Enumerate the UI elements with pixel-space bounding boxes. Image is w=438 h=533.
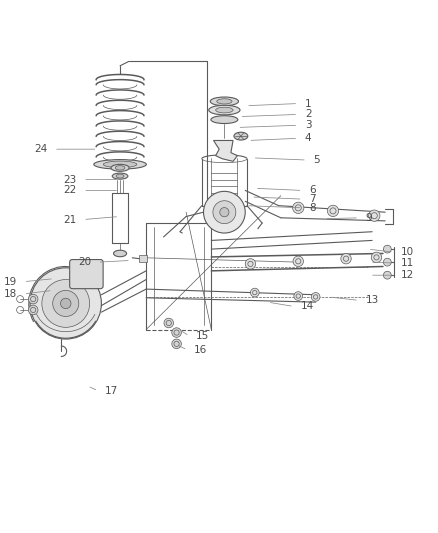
Circle shape (53, 290, 79, 317)
Text: 12: 12 (400, 270, 413, 280)
Circle shape (293, 256, 304, 266)
Ellipse shape (112, 173, 128, 179)
Text: 13: 13 (366, 295, 379, 305)
Ellipse shape (215, 107, 233, 113)
Circle shape (294, 292, 303, 301)
Text: 18: 18 (4, 289, 17, 299)
Circle shape (28, 305, 38, 314)
Text: 1: 1 (305, 99, 311, 109)
Circle shape (28, 294, 38, 304)
Circle shape (341, 254, 351, 264)
Circle shape (311, 293, 320, 301)
Text: 11: 11 (400, 258, 413, 268)
Text: 24: 24 (34, 144, 47, 154)
Bar (139, 255, 147, 262)
Ellipse shape (210, 97, 239, 106)
FancyBboxPatch shape (70, 260, 103, 289)
Text: 6: 6 (309, 185, 316, 196)
Circle shape (371, 252, 381, 263)
Circle shape (383, 245, 391, 253)
Text: 16: 16 (194, 345, 207, 355)
Text: 7: 7 (309, 194, 316, 204)
Circle shape (327, 205, 339, 216)
Circle shape (164, 318, 173, 328)
Ellipse shape (111, 164, 129, 171)
Ellipse shape (103, 161, 137, 168)
Text: 21: 21 (64, 215, 77, 224)
Text: 5: 5 (314, 155, 320, 165)
Circle shape (172, 339, 181, 349)
Ellipse shape (115, 166, 125, 170)
Text: 14: 14 (300, 302, 314, 311)
Text: 3: 3 (305, 120, 311, 130)
Circle shape (30, 268, 101, 339)
Circle shape (220, 207, 229, 217)
Text: 20: 20 (78, 257, 91, 267)
Text: 2: 2 (305, 109, 311, 119)
Text: 19: 19 (4, 277, 17, 287)
Circle shape (204, 191, 245, 233)
Text: 15: 15 (196, 331, 209, 341)
Circle shape (213, 201, 236, 224)
Circle shape (60, 298, 71, 309)
Circle shape (42, 279, 90, 327)
Polygon shape (213, 141, 237, 161)
Text: 17: 17 (105, 386, 118, 396)
Circle shape (383, 271, 391, 279)
Ellipse shape (116, 174, 124, 178)
Text: 10: 10 (400, 247, 413, 257)
Text: 8: 8 (309, 203, 316, 213)
Circle shape (383, 259, 391, 266)
Text: 23: 23 (64, 175, 77, 184)
Ellipse shape (217, 99, 232, 104)
Circle shape (369, 210, 380, 221)
Text: 22: 22 (64, 185, 77, 196)
Circle shape (251, 288, 259, 297)
Ellipse shape (94, 159, 146, 169)
Ellipse shape (234, 132, 248, 140)
Circle shape (172, 328, 181, 337)
Ellipse shape (113, 250, 127, 257)
Text: 4: 4 (305, 133, 311, 143)
Ellipse shape (209, 106, 240, 115)
Circle shape (293, 202, 304, 214)
Text: 9: 9 (366, 213, 372, 223)
Circle shape (245, 259, 256, 269)
Ellipse shape (211, 116, 238, 124)
